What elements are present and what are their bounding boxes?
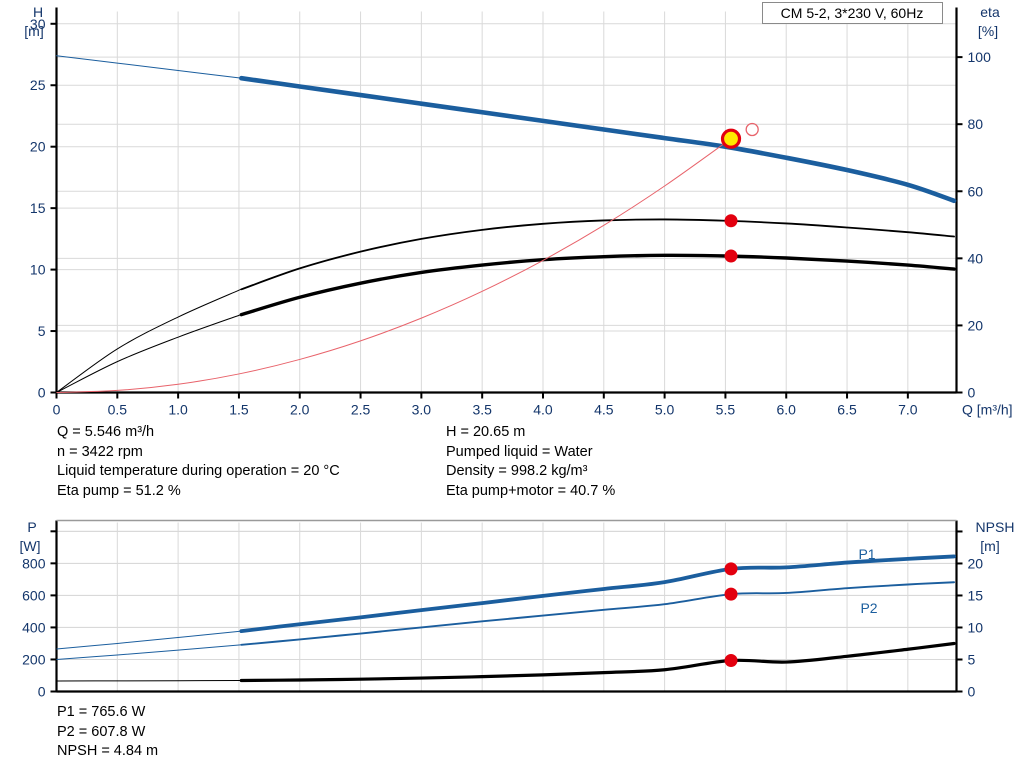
curve-p1-thin [56,630,245,650]
upper-xtick-0: 0 [53,402,61,418]
p1-curve-label: P1 [858,546,875,562]
upper-curves [56,55,957,393]
upper-ytick-right-2: 40 [968,250,984,266]
lower-right-axis-name: NPSH [976,519,1015,535]
lower-curves [56,554,956,683]
upper-xtick-13: 6.5 [837,402,857,418]
upper-ytick-right-4: 80 [968,116,984,132]
upper-xtick-14: 7.0 [898,402,918,418]
p2-point-marker[interactable] [724,587,738,601]
lower-axes [50,519,963,693]
info-pumped-liquid: Pumped liquid = Water [446,443,593,460]
upper-xtick-9: 4.5 [594,402,614,418]
lower-ytick-left-1: 200 [22,651,46,667]
upper-xtick-4: 2.0 [290,402,310,418]
upper-ytick-left-3: 15 [30,200,46,216]
lower-ytick-right-4: 20 [968,555,984,571]
upper-ytick-left-5: 25 [30,77,46,93]
lower-ytick-left-2: 400 [22,619,46,635]
curve-h-thin [56,55,245,80]
curve-eta-pump [240,218,955,291]
upper-ytick-left-2: 10 [30,262,46,278]
upper-gridlines [56,11,957,393]
lower-ytick-right-0: 0 [968,684,976,700]
lower-ytick-right-1: 5 [968,651,976,667]
lower-right-axis-unit: [m] [980,538,999,554]
curve-eta-pump-motor [239,253,956,317]
upper-ytick-right-1: 20 [968,317,984,333]
upper-left-axis-unit: [m] [24,23,43,39]
curve-p2 [240,581,956,646]
lower-ytick-left-0: 0 [38,684,46,700]
npsh-point-marker[interactable] [724,654,738,668]
lower-left-axis-unit: [W] [20,538,41,554]
upper-xtick-8: 4.0 [533,402,553,418]
upper-axes [50,7,963,399]
upper-ytick-left-4: 20 [30,139,46,155]
lower-ytick-right-2: 10 [968,619,984,635]
upper-ytick-right-0: 0 [968,385,976,401]
info-eta-pump: Eta pump = 51.2 % [57,482,181,499]
upper-left-axis-name: H [33,4,43,20]
info-liquid-temperature: Liquid temperature during operation = 20… [57,463,340,479]
curve-npsh [239,641,956,683]
upper-xtick-2: 1.0 [168,402,188,418]
info-p1: P1 = 765.6 W [57,704,146,720]
lower-ytick-right-3: 15 [968,587,984,603]
upper-xtick-5: 2.5 [351,402,371,418]
p2-curve-label: P2 [860,600,877,616]
chart-title-label: CM 5-2, 3*230 V, 60Hz [781,5,924,21]
info-h: H = 20.65 m [446,424,526,440]
upper-xtick-3: 1.5 [229,402,249,418]
upper-xtick-11: 5.5 [716,402,736,418]
upper-ytick-right-5: 100 [968,49,992,65]
info-n: n = 3422 rpm [57,443,143,460]
power-npsh-chart: 0 200 400 600 800 P [W] 0 5 10 15 20 NPSH [m] P1 P2 [20,519,1015,700]
chart-title-box [762,2,943,24]
eta-pump-motor-point-marker[interactable] [724,249,738,263]
head-efficiency-chart: 0 0.5 1.0 1.5 2.0 2.5 3.0 3.5 4.0 4.5 5.0 5.5 6.0 6.5… [24,2,1013,418]
curve-p1 [239,554,956,634]
upper-xtick-1: 0.5 [108,402,128,418]
upper-ytick-left-0: 0 [38,385,46,401]
upper-markers [720,122,759,263]
lower-left-axis-name: P [27,519,36,535]
upper-info-left-column: Q = 5.546 m³/h n = 3422 rpm Liquid tempe… [57,423,340,501]
lower-markers [724,562,738,668]
eta-pump-point-marker[interactable] [724,214,738,228]
duty-point-secondary-marker[interactable] [745,122,759,137]
upper-xtick-10: 5.0 [655,402,675,418]
info-density: Density = 998.2 kg/m³ [446,463,588,479]
upper-xtick-6: 3.0 [412,402,432,418]
upper-ytick-right-3: 60 [968,183,984,199]
lower-ytick-left-4: 800 [22,555,46,571]
lower-info-block: P1 = 765.6 W P2 = 607.8 W NPSH = 4.84 m [57,703,158,762]
p1-point-marker[interactable] [724,562,738,576]
lower-ytick-left-3: 600 [22,587,46,603]
upper-right-axis-unit: [%] [978,23,998,39]
info-eta-pump-motor: Eta pump+motor = 40.7 % [446,482,616,499]
upper-xtick-12: 6.0 [776,402,796,418]
upper-x-axis-label: Q [m³/h] [962,402,1013,418]
upper-ytick-left-6: 30 [30,16,46,32]
info-npsh: NPSH = 4.84 m [57,743,159,759]
lower-gridlines [56,522,957,692]
info-p2: P2 = 607.8 W [57,723,146,740]
upper-ytick-left-1: 5 [38,323,46,339]
curve-eta-pump-thin [56,287,245,393]
upper-xtick-7: 3.5 [472,402,492,418]
info-q: Q = 5.546 m³/h [57,424,155,440]
duty-point-marker[interactable] [720,128,742,149]
curve-system-curve [56,138,732,393]
curve-h [239,75,957,204]
upper-info-right-column: H = 20.65 m Pumped liquid = Water Densit… [446,423,615,501]
upper-right-axis-name: eta [980,4,1000,20]
